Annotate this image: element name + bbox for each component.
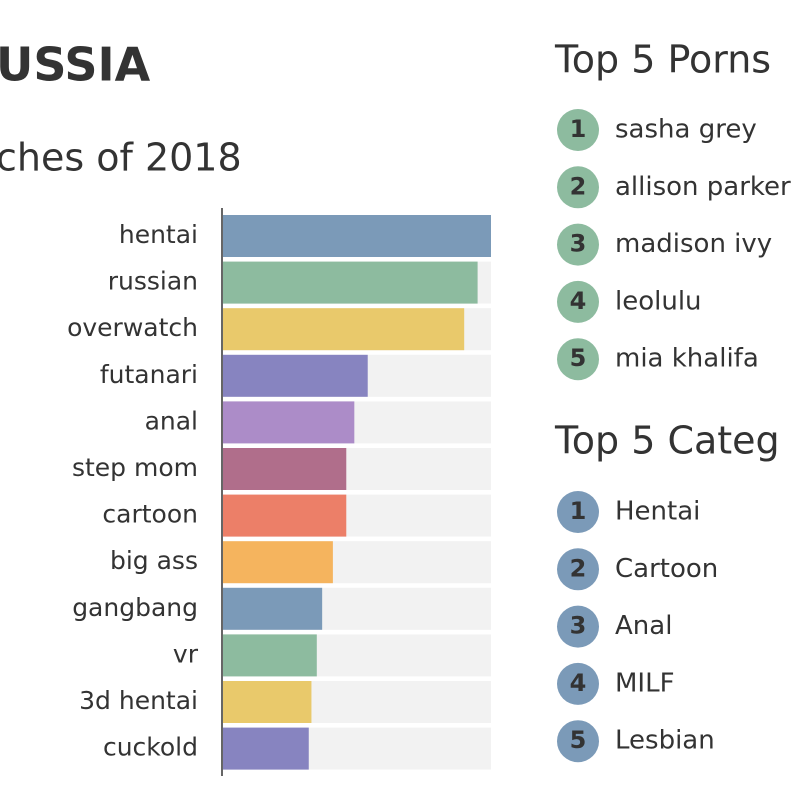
rank-badge	[557, 338, 599, 381]
rank-number: 5	[570, 344, 587, 372]
list-title: Top 5 Categ	[554, 419, 780, 463]
category-label: anal	[145, 406, 198, 435]
list-item: Lesbian	[615, 726, 715, 756]
chart-title: USSIA	[0, 38, 151, 92]
bar	[223, 308, 465, 351]
bar	[223, 215, 491, 257]
list-item: Anal	[615, 611, 672, 641]
category-label: russian	[108, 267, 198, 296]
bar	[223, 681, 312, 723]
list-title: Top 5 Porns	[554, 38, 771, 82]
category-label: overwatch	[67, 313, 198, 342]
bar	[223, 494, 347, 537]
list-item: madison ivy	[615, 229, 772, 259]
rank-number: 4	[570, 287, 587, 315]
rank-badge	[557, 662, 599, 705]
list-item: allison parker	[615, 172, 791, 202]
category-label: gangbang	[72, 593, 198, 622]
bar	[223, 727, 309, 770]
rank-badge	[557, 166, 599, 209]
rank-badge	[557, 720, 599, 763]
bar	[223, 448, 347, 490]
rank-number: 4	[570, 669, 587, 697]
rank-number: 5	[570, 726, 587, 754]
rank-number: 3	[570, 230, 587, 258]
bar	[223, 587, 323, 630]
category-label: cartoon	[102, 500, 198, 529]
rank-badge	[557, 223, 599, 266]
category-label: hentai	[119, 220, 198, 249]
rank-badge	[557, 109, 599, 151]
list-item: MILF	[615, 668, 675, 698]
rank-number: 1	[570, 497, 587, 525]
rank-badge	[557, 280, 599, 323]
list-item: Hentai	[615, 497, 700, 527]
category-label: 3d hentai	[79, 686, 198, 715]
list-item: leolulu	[615, 286, 702, 316]
category-label: step mom	[72, 453, 198, 482]
rank-badge	[557, 605, 599, 648]
bar	[223, 541, 333, 584]
category-label: big ass	[110, 546, 198, 575]
bar	[223, 354, 368, 397]
rank-number: 2	[570, 172, 587, 200]
rank-badge	[557, 491, 599, 533]
rank-number: 2	[570, 554, 587, 582]
list-item: mia khalifa	[615, 344, 759, 374]
bar	[223, 401, 355, 444]
category-label: futanari	[100, 360, 198, 389]
rank-number: 1	[570, 115, 587, 143]
bar	[223, 261, 478, 304]
rank-number: 3	[570, 612, 587, 640]
bar	[223, 634, 317, 677]
rank-badge	[557, 548, 599, 591]
list-item: sasha grey	[615, 115, 757, 145]
chart-subtitle: ches of 2018	[0, 136, 242, 180]
category-label: cuckold	[103, 733, 198, 762]
category-label: vr	[173, 639, 199, 668]
list-item: Cartoon	[615, 554, 718, 584]
